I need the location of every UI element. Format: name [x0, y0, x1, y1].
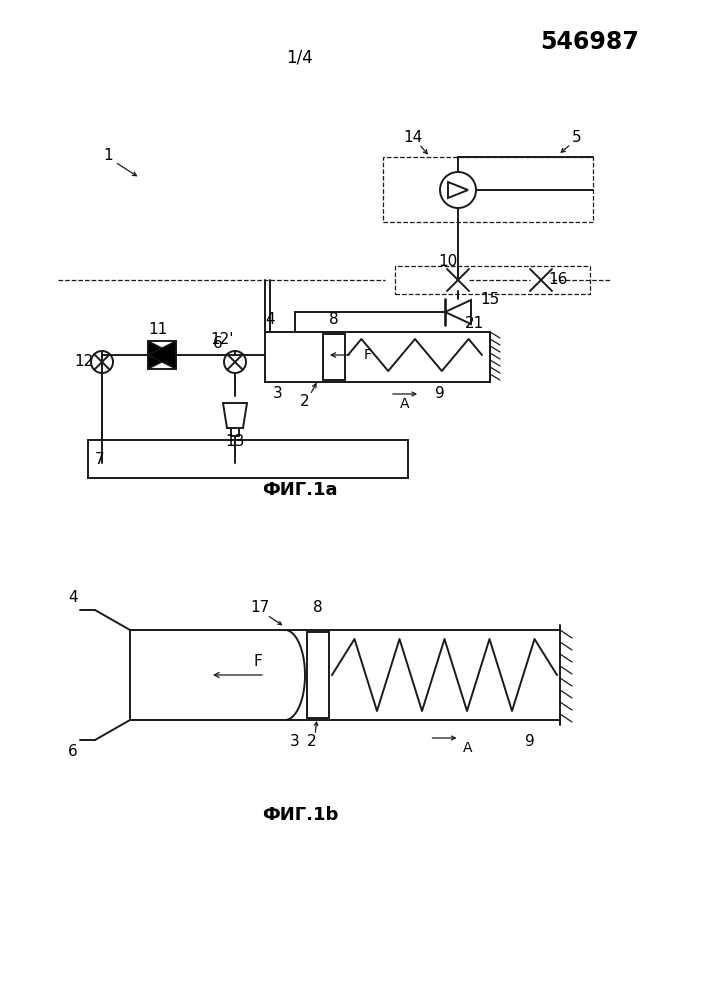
Text: F: F: [254, 654, 262, 670]
Bar: [307, 632, 329, 718]
Text: 8: 8: [313, 600, 323, 615]
Bar: [530, 269, 552, 291]
Text: 11: 11: [148, 322, 168, 338]
Text: 15: 15: [480, 292, 500, 308]
Text: 21: 21: [465, 316, 484, 332]
Text: 1: 1: [103, 147, 113, 162]
Text: 12': 12': [210, 332, 234, 348]
Text: 1/4: 1/4: [286, 49, 313, 67]
Text: ФИГ.1b: ФИГ.1b: [262, 806, 338, 824]
Text: ФИГ.1a: ФИГ.1a: [262, 481, 338, 499]
Text: 17: 17: [250, 600, 269, 615]
Text: 6: 6: [68, 744, 78, 760]
Text: 9: 9: [525, 734, 535, 750]
Text: 9: 9: [435, 386, 445, 401]
Bar: [148, 341, 176, 369]
Text: 7: 7: [95, 452, 105, 466]
Text: 3: 3: [290, 734, 300, 750]
Polygon shape: [148, 341, 176, 369]
Text: F: F: [364, 348, 372, 362]
Text: 14: 14: [404, 129, 423, 144]
Text: 13: 13: [226, 434, 245, 450]
Text: 4: 4: [68, 590, 78, 605]
Text: 16: 16: [549, 272, 568, 288]
Bar: [383, 157, 593, 222]
Text: 546987: 546987: [541, 30, 639, 54]
Text: 2: 2: [307, 734, 317, 750]
Text: 8: 8: [329, 312, 339, 328]
Bar: [395, 266, 590, 294]
Polygon shape: [148, 341, 176, 369]
Text: 2: 2: [300, 394, 310, 410]
Bar: [323, 334, 345, 380]
Text: 5: 5: [572, 129, 582, 144]
Bar: [447, 269, 469, 291]
Text: 4: 4: [265, 312, 275, 328]
Text: 6: 6: [213, 336, 223, 351]
Text: A: A: [400, 397, 410, 411]
Text: 10: 10: [438, 254, 457, 269]
Text: 3: 3: [273, 386, 283, 401]
Bar: [88, 440, 408, 478]
Text: A: A: [463, 741, 472, 755]
Bar: [265, 332, 490, 382]
Text: 12: 12: [74, 355, 93, 369]
